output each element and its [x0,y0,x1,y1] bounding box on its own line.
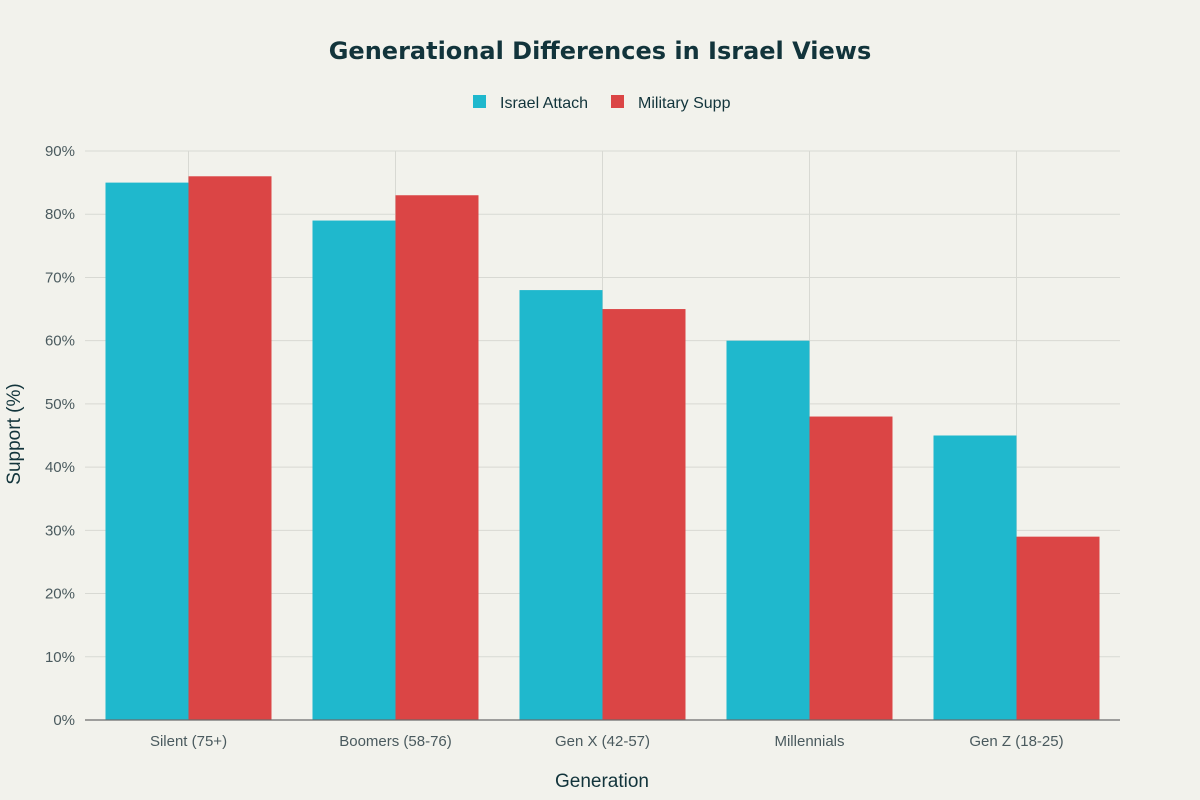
y-tick-label: 40% [45,459,75,476]
legend-label-military-supp[interactable]: Military Supp [638,95,731,112]
y-tick-label: 0% [53,712,75,729]
bar-israel-attach[interactable] [312,220,396,721]
y-tick-label: 90% [45,143,75,160]
x-tick-label: Gen X (42-57) [555,733,650,750]
legend-label-israel-attach[interactable]: Israel Attach [500,95,588,112]
y-tick-label: 20% [45,586,75,603]
bar-military-supp[interactable] [395,195,479,720]
bar-military-supp[interactable] [809,416,893,720]
legend-swatch-military-supp [611,95,624,108]
x-tick-label: Silent (75+) [150,733,227,750]
y-tick-label: 60% [45,333,75,350]
x-axis-title: Generation [555,771,649,792]
bars [105,176,1100,721]
y-tick-label: 30% [45,522,75,539]
bar-military-supp[interactable] [188,176,272,721]
y-tick-label: 10% [45,649,75,666]
x-tick-label: Millennials [774,733,844,750]
y-tick-label: 80% [45,206,75,223]
x-tick-label: Boomers (58-76) [339,733,452,750]
axes: 0% 10% 20% 30% 40% 50% 60% 70% 80% 90% Silent (75+… [45,143,1120,750]
bar-israel-attach[interactable] [726,340,810,720]
y-tick-label: 50% [45,396,75,413]
bar-israel-attach[interactable] [519,290,603,720]
y-tick-label: 70% [45,269,75,286]
bar-israel-attach[interactable] [933,435,1017,721]
y-axis-title: Support (%) [4,383,25,484]
legend: Israel Attach Military Supp [473,95,731,112]
bar-israel-attach[interactable] [105,182,189,721]
bar-military-supp[interactable] [1016,536,1100,720]
bar-military-supp[interactable] [602,309,686,720]
x-tick-label: Gen Z (18-25) [969,733,1063,750]
chart-title: Generational Differences in Israel Views [329,37,872,65]
legend-swatch-israel-attach [473,95,486,108]
